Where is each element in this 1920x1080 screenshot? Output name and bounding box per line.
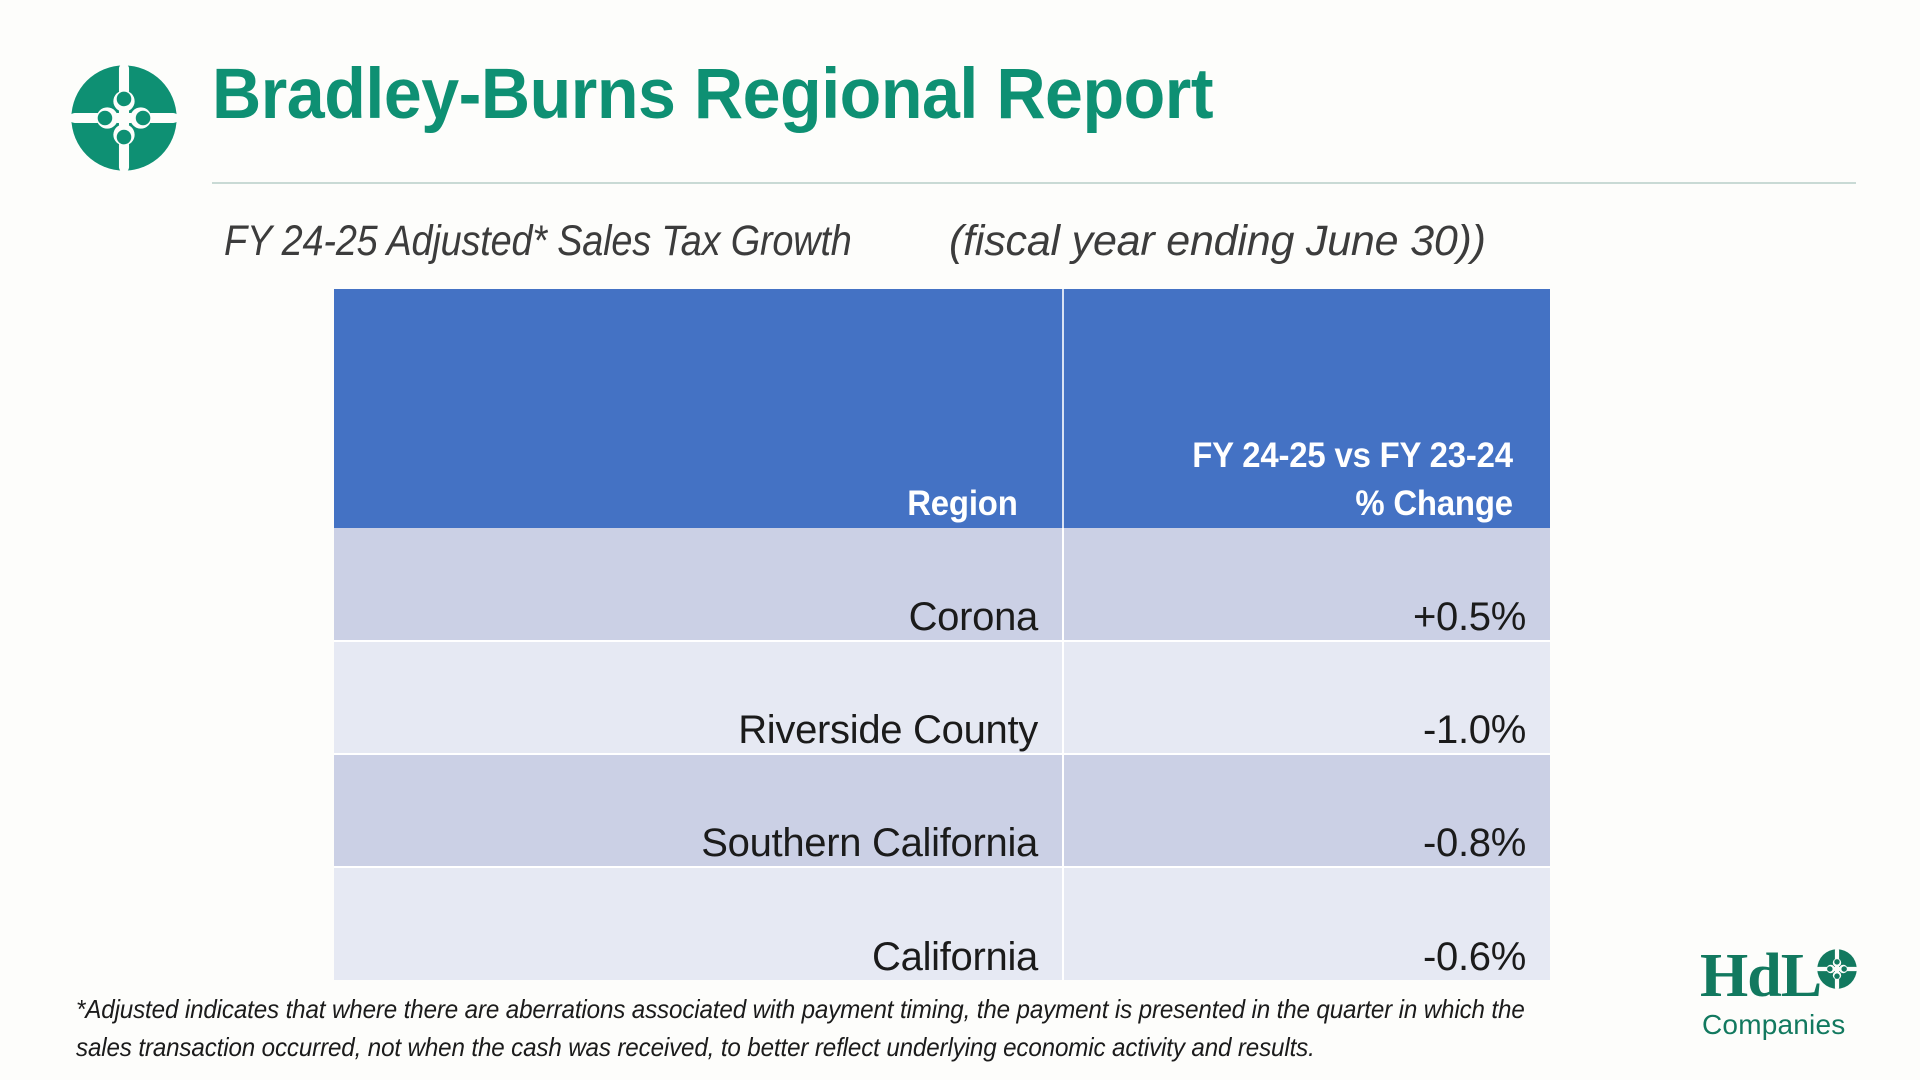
- cell-change: -0.6%: [1062, 866, 1550, 980]
- table-row: California -0.6%: [334, 866, 1550, 980]
- cell-region: Corona: [334, 528, 1063, 641]
- subtitle: FY 24-25 Adjusted* Sales Tax Growth (fis…: [224, 214, 1486, 268]
- table-header: Region FY 24-25 vs FY 23-24 % Change: [334, 289, 1550, 528]
- table-row: Riverside County -1.0%: [334, 640, 1550, 754]
- hdl-companies-logo: HdL: [1700, 944, 1868, 1048]
- footnote-line-1: *Adjusted indicates that where there are…: [76, 994, 1525, 1024]
- puzzle-globe-icon: [1816, 948, 1858, 990]
- hdl-companies-subtext: Companies: [1702, 1009, 1846, 1040]
- page-title: Bradley-Burns Regional Report: [212, 55, 1214, 134]
- column-header-region-label: Region: [907, 484, 1018, 523]
- table-row: Corona +0.5%: [334, 528, 1550, 641]
- footnote: *Adjusted indicates that where there are…: [76, 990, 1696, 1066]
- cell-change: -0.8%: [1062, 753, 1550, 867]
- hdl-wordmark: HdL: [1700, 942, 1822, 1010]
- footnote-line-2: sales transaction occurred, not when the…: [76, 1032, 1315, 1062]
- cell-region: Riverside County: [334, 640, 1063, 754]
- growth-table: Region FY 24-25 vs FY 23-24 % Change Cor…: [334, 289, 1550, 980]
- cell-region: Southern California: [334, 753, 1063, 867]
- title-block: Bradley-Burns Regional Report: [212, 52, 1852, 138]
- title-divider: [212, 182, 1856, 184]
- cell-change: -1.0%: [1062, 640, 1550, 754]
- column-header-change-line2: % Change: [1355, 484, 1513, 523]
- subtitle-regular-part: (fiscal year ending June 30)): [949, 217, 1486, 265]
- column-header-change-line1: FY 24-25 vs FY 23-24: [1192, 436, 1513, 475]
- subtitle-condensed-part: FY 24-25 Adjusted* Sales Tax Growth: [224, 217, 852, 265]
- cell-region: California: [334, 866, 1063, 980]
- column-header-change: FY 24-25 vs FY 23-24 % Change: [1062, 289, 1550, 528]
- cell-change: +0.5%: [1062, 528, 1550, 641]
- puzzle-globe-icon: [68, 62, 180, 174]
- table-row: Southern California -0.8%: [334, 753, 1550, 867]
- table-body: Corona +0.5% Riverside County -1.0% Sout…: [334, 528, 1550, 980]
- column-header-region: Region: [334, 289, 1063, 528]
- table-header-row: Region FY 24-25 vs FY 23-24 % Change: [334, 289, 1550, 528]
- slide-header: Bradley-Burns Regional Report: [0, 0, 1920, 190]
